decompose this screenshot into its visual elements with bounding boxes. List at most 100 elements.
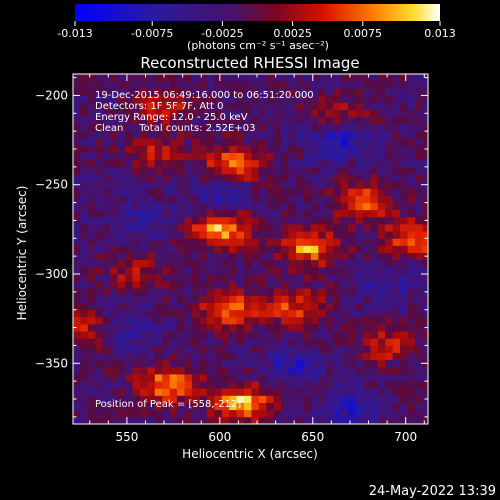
heatmap-cell (73, 81, 81, 89)
heatmap-cell (214, 331, 223, 339)
heatmap-cell (236, 388, 245, 396)
heatmap-cell (266, 388, 275, 396)
heatmap-cell (147, 202, 156, 211)
heatmap-cell (221, 402, 230, 411)
heatmap-cell (236, 224, 245, 232)
heatmap-cell (169, 116, 178, 125)
heatmap-cell (132, 81, 141, 89)
heatmap-cell (281, 238, 289, 246)
heatmap-cell (236, 281, 245, 289)
heatmap-cell (125, 216, 133, 225)
heatmap-cell (340, 102, 349, 111)
heatmap-cell (154, 416, 163, 424)
heatmap-cell (303, 416, 312, 424)
heatmap-cell (370, 338, 379, 346)
heatmap-cell (258, 188, 267, 196)
heatmap-cell (400, 88, 408, 96)
heatmap-cell (258, 309, 267, 318)
heatmap-cell (348, 309, 356, 318)
heatmap-cell (362, 159, 371, 168)
heatmap-cell (407, 88, 416, 96)
heatmap-cell (340, 345, 349, 353)
heatmap-cell (206, 309, 215, 318)
heatmap-cell (318, 302, 327, 311)
heatmap-cell (377, 166, 386, 175)
heatmap-cell (392, 188, 401, 196)
heatmap-cell (154, 295, 163, 303)
heatmap-cell (310, 402, 319, 411)
heatmap-cell (258, 388, 267, 396)
heatmap-cell (110, 238, 118, 246)
heatmap-cell (355, 95, 364, 103)
heatmap-cell (206, 74, 215, 82)
heatmap-cell (407, 366, 416, 375)
heatmap-cell (206, 374, 215, 382)
heatmap-cell (281, 345, 289, 353)
heatmap-cell (147, 345, 156, 353)
heatmap-cell (117, 381, 126, 389)
heatmap-cell (296, 295, 304, 303)
heatmap-cell (422, 231, 428, 239)
heatmap-cell (362, 295, 371, 303)
heatmap-cell (184, 359, 193, 368)
heatmap-cell (95, 302, 104, 311)
heatmap-cell (87, 374, 96, 382)
heatmap-cell (392, 374, 401, 382)
heatmap-cell (206, 366, 215, 375)
heatmap-cell (370, 281, 379, 289)
heatmap-cell (154, 274, 163, 282)
heatmap-cell (162, 245, 171, 253)
heatmap-cell (243, 152, 252, 161)
heatmap-cell (325, 202, 334, 211)
heatmap-cell (199, 252, 208, 261)
heatmap-cell (73, 388, 81, 396)
heatmap-cell (221, 131, 230, 139)
heatmap-cell (385, 231, 394, 239)
heatmap-cell (73, 109, 81, 118)
heatmap-cell (236, 195, 245, 203)
heatmap-cell (340, 259, 349, 268)
heatmap-cell (318, 195, 327, 203)
heatmap-cell (266, 152, 275, 161)
heatmap-cell (318, 202, 327, 211)
heatmap-cell (377, 145, 386, 153)
heatmap-cell (147, 324, 156, 332)
heatmap-cell (266, 409, 275, 418)
heatmap-cell (407, 195, 416, 203)
heatmap-cell (258, 195, 267, 203)
heatmap-cell (87, 338, 96, 346)
heatmap-cell (325, 159, 334, 168)
heatmap-cell (348, 416, 356, 424)
heatmap-cell (243, 145, 252, 153)
heatmap-cell (362, 102, 371, 111)
heatmap-cell (80, 331, 89, 339)
heatmap-cell (214, 209, 223, 218)
heatmap-cell (229, 416, 237, 424)
heatmap-cell (236, 252, 245, 261)
heatmap-cell (370, 252, 379, 261)
heatmap-cell (125, 124, 133, 132)
heatmap-cell (348, 81, 356, 89)
heatmap-cell (87, 102, 96, 111)
heatmap-cell (184, 266, 193, 275)
heatmap-cell (184, 316, 193, 325)
heatmap-cell (392, 74, 401, 82)
heatmap-cell (318, 109, 327, 118)
heatmap-cell (288, 124, 297, 132)
heatmap-cell (87, 359, 96, 368)
heatmap-cell (318, 316, 327, 325)
heatmap-cell (355, 152, 364, 161)
heatmap-cell (251, 416, 260, 424)
heatmap-cell (414, 302, 423, 311)
heatmap-cell (251, 195, 260, 203)
heatmap-cell (296, 81, 304, 89)
heatmap-cell (266, 252, 275, 261)
heatmap-cell (251, 252, 260, 261)
heatmap-cell (243, 274, 252, 282)
heatmap-cell (102, 152, 111, 161)
heatmap-cell (377, 152, 386, 161)
heatmap-cell (392, 288, 401, 296)
heatmap-cell (206, 216, 215, 225)
heatmap-cell (125, 88, 133, 96)
heatmap-cell (296, 166, 304, 175)
